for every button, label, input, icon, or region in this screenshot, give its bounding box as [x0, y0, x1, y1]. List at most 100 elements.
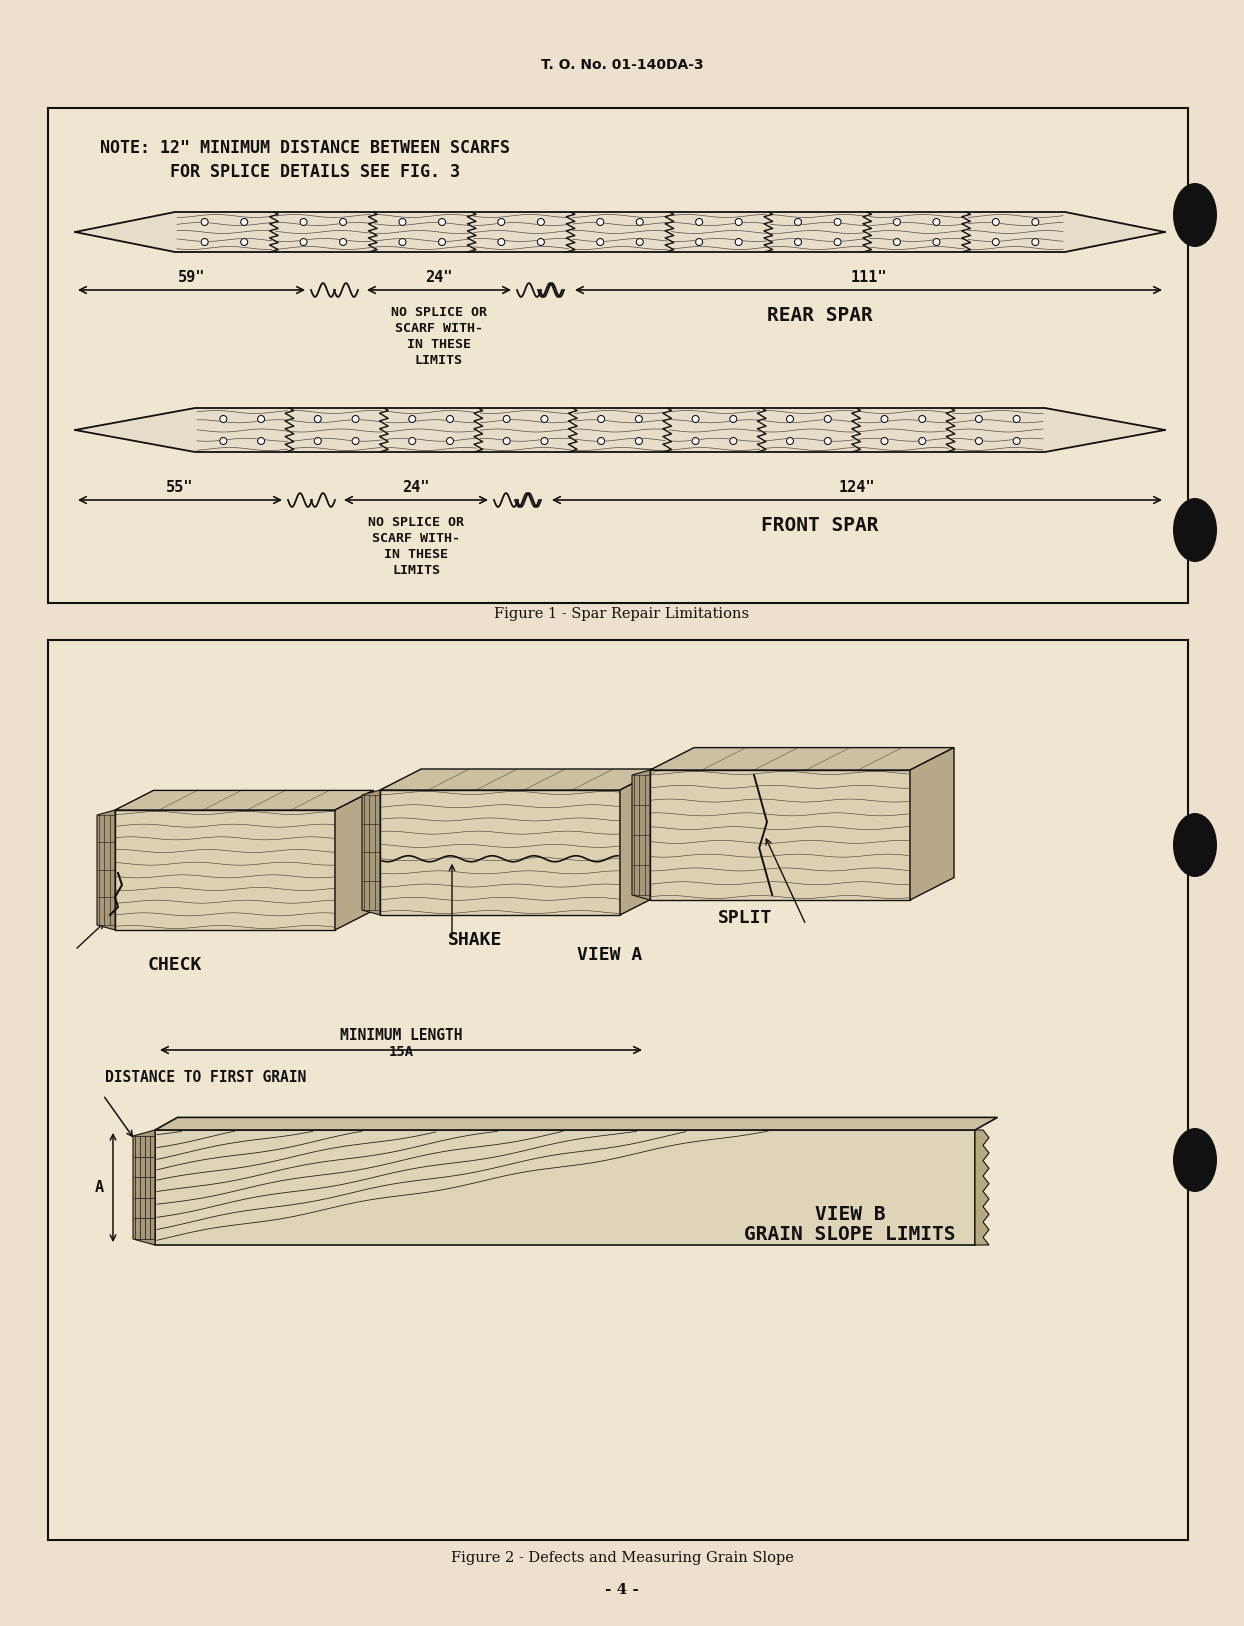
Circle shape	[241, 239, 248, 246]
Circle shape	[786, 416, 794, 423]
Circle shape	[438, 218, 445, 226]
Text: SPLIT: SPLIT	[718, 909, 773, 927]
Polygon shape	[335, 790, 373, 930]
Polygon shape	[911, 748, 954, 901]
Polygon shape	[75, 408, 1164, 452]
Circle shape	[503, 437, 510, 444]
Circle shape	[975, 416, 983, 423]
Text: MINIMUM LENGTH: MINIMUM LENGTH	[340, 1029, 463, 1044]
Circle shape	[241, 218, 248, 226]
Circle shape	[498, 218, 505, 226]
Text: Figure 2 - Defects and Measuring Grain Slope: Figure 2 - Defects and Measuring Grain S…	[450, 1551, 794, 1564]
Circle shape	[340, 218, 347, 226]
Circle shape	[258, 437, 265, 444]
Bar	[49, 641, 1188, 1540]
Polygon shape	[75, 211, 1164, 252]
Circle shape	[695, 218, 703, 226]
Circle shape	[315, 437, 321, 444]
Polygon shape	[156, 1117, 998, 1130]
Circle shape	[537, 218, 545, 226]
Circle shape	[352, 437, 360, 444]
Circle shape	[1031, 218, 1039, 226]
Circle shape	[993, 239, 999, 246]
Circle shape	[881, 437, 888, 444]
Circle shape	[447, 437, 454, 444]
Circle shape	[893, 239, 901, 246]
Text: 124": 124"	[838, 480, 876, 494]
Text: T. O. No. 01-140DA-3: T. O. No. 01-140DA-3	[541, 59, 703, 72]
Polygon shape	[97, 810, 114, 930]
Polygon shape	[651, 748, 954, 771]
Circle shape	[833, 239, 841, 246]
Circle shape	[447, 416, 454, 423]
Polygon shape	[379, 790, 620, 915]
Circle shape	[537, 239, 545, 246]
Text: NOTE: 12" MINIMUM DISTANCE BETWEEN SCARFS: NOTE: 12" MINIMUM DISTANCE BETWEEN SCARF…	[100, 138, 510, 158]
Text: GRAIN SLOPE LIMITS: GRAIN SLOPE LIMITS	[744, 1226, 955, 1244]
Text: 59": 59"	[178, 270, 205, 285]
Circle shape	[735, 218, 743, 226]
Text: IN THESE: IN THESE	[407, 338, 471, 351]
Circle shape	[220, 416, 226, 423]
Circle shape	[1031, 239, 1039, 246]
Text: - 4 -: - 4 -	[605, 1584, 639, 1597]
Text: VIEW B: VIEW B	[815, 1205, 886, 1224]
Circle shape	[220, 437, 226, 444]
Text: 55": 55"	[167, 480, 194, 494]
Circle shape	[636, 239, 643, 246]
Polygon shape	[651, 771, 911, 901]
Circle shape	[541, 416, 547, 423]
Text: SCARF WITH-: SCARF WITH-	[372, 532, 460, 545]
Circle shape	[315, 416, 321, 423]
Circle shape	[825, 437, 831, 444]
Circle shape	[300, 239, 307, 246]
Circle shape	[636, 437, 642, 444]
Polygon shape	[114, 790, 373, 810]
Circle shape	[300, 218, 307, 226]
Text: DISTANCE TO FIRST GRAIN: DISTANCE TO FIRST GRAIN	[104, 1070, 306, 1086]
Circle shape	[340, 239, 347, 246]
Circle shape	[730, 437, 736, 444]
Text: SHAKE: SHAKE	[448, 932, 503, 950]
Circle shape	[541, 437, 547, 444]
Bar	[49, 107, 1188, 603]
Polygon shape	[632, 771, 651, 901]
Text: FRONT SPAR: FRONT SPAR	[761, 515, 878, 535]
Circle shape	[258, 416, 265, 423]
Circle shape	[597, 239, 603, 246]
Text: Figure 1 - Spar Repair Limitations: Figure 1 - Spar Repair Limitations	[494, 606, 750, 621]
Polygon shape	[975, 1130, 989, 1246]
Text: FOR SPLICE DETAILS SEE FIG. 3: FOR SPLICE DETAILS SEE FIG. 3	[170, 163, 460, 180]
Polygon shape	[620, 769, 662, 915]
Circle shape	[503, 416, 510, 423]
Circle shape	[692, 416, 699, 423]
Text: 15A: 15A	[388, 1046, 413, 1059]
Ellipse shape	[1173, 813, 1217, 876]
Circle shape	[893, 218, 901, 226]
Circle shape	[919, 416, 926, 423]
Circle shape	[202, 239, 208, 246]
Polygon shape	[114, 810, 335, 930]
Polygon shape	[133, 1130, 156, 1246]
Circle shape	[438, 239, 445, 246]
Text: IN THESE: IN THESE	[384, 548, 448, 561]
Text: SCARF WITH-: SCARF WITH-	[396, 322, 483, 335]
Ellipse shape	[1173, 184, 1217, 247]
Circle shape	[597, 416, 605, 423]
Text: LIMITS: LIMITS	[392, 564, 440, 577]
Circle shape	[933, 239, 940, 246]
Circle shape	[636, 416, 642, 423]
Text: CHECK: CHECK	[148, 956, 203, 974]
Circle shape	[695, 239, 703, 246]
Circle shape	[833, 218, 841, 226]
Circle shape	[795, 218, 801, 226]
Polygon shape	[156, 1130, 975, 1246]
Circle shape	[786, 437, 794, 444]
Circle shape	[1013, 437, 1020, 444]
Text: NO SPLICE OR: NO SPLICE OR	[391, 306, 486, 319]
Circle shape	[597, 218, 603, 226]
Circle shape	[636, 218, 643, 226]
Circle shape	[498, 239, 505, 246]
Text: 24": 24"	[402, 480, 429, 494]
Circle shape	[975, 437, 983, 444]
